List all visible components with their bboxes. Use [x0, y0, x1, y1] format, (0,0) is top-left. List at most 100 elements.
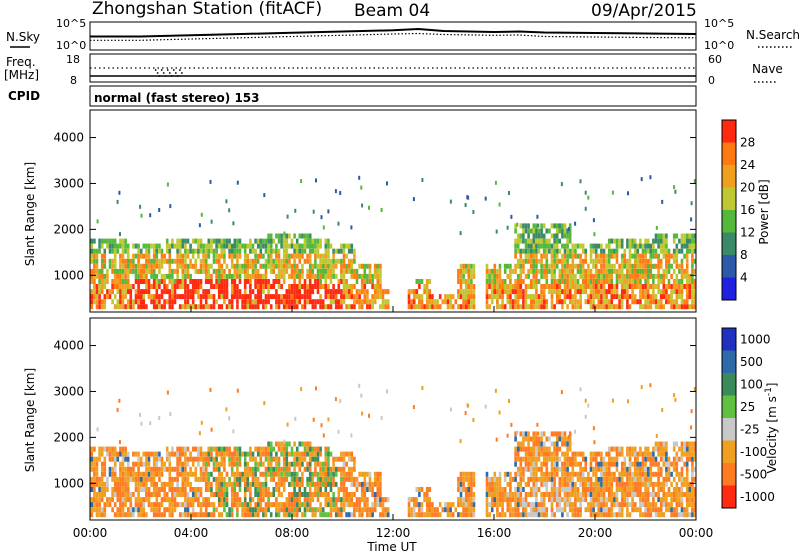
power-cell: [514, 243, 517, 249]
power-cell: [269, 294, 273, 300]
power-cell: [334, 273, 338, 279]
velocity-cell: [571, 492, 575, 497]
power-cell: [584, 248, 588, 254]
power-cell: [685, 284, 689, 289]
velocity-cell: [142, 502, 146, 508]
velocity-cell: [155, 497, 159, 503]
velocity-cell: [269, 502, 273, 508]
velocity-cell: [501, 487, 504, 492]
velocity-cell: [129, 476, 133, 482]
velocity-cell: [233, 481, 237, 487]
power-cell: [303, 238, 307, 244]
velocity-cell: [410, 507, 413, 513]
power-cell: [269, 284, 273, 289]
power-cell: [428, 279, 432, 284]
velocity-cell: [197, 461, 200, 467]
power-cell: [563, 294, 567, 300]
velocity-cell: [649, 476, 653, 482]
velocity-cell: [228, 481, 231, 487]
power-cell: [581, 289, 585, 295]
power-cell: [503, 279, 507, 284]
velocity-cell: [667, 471, 671, 477]
velocity-cell: [90, 502, 94, 508]
velocity-cell: [145, 456, 148, 462]
velocity-cell: [568, 487, 572, 492]
power-cell: [501, 294, 504, 300]
velocity-cell: [238, 456, 242, 462]
velocity-cell: [464, 497, 468, 503]
velocity-cell: [228, 507, 231, 513]
velocity-cell: [191, 446, 195, 452]
velocity-cell: [678, 502, 681, 508]
power-cell: [225, 238, 229, 244]
power-cell: [484, 196, 487, 201]
velocity-cell: [191, 502, 195, 508]
velocity-cell: [693, 446, 697, 452]
power-cell: [321, 268, 325, 274]
power-cell: [631, 243, 634, 249]
power-cell: [212, 294, 216, 300]
power-cell: [693, 304, 697, 310]
velocity-cell: [303, 451, 307, 457]
velocity-cell: [597, 512, 601, 518]
velocity-cell: [522, 431, 525, 437]
power-cell: [186, 304, 190, 310]
velocity-cell: [363, 481, 367, 487]
power-cell: [472, 284, 476, 289]
velocity-cell: [301, 456, 304, 462]
power-cell: [514, 228, 517, 234]
power-cell: [100, 238, 104, 244]
power-cell: [160, 273, 164, 279]
power-cell: [184, 253, 187, 259]
power-cell: [412, 197, 415, 202]
power-cell: [563, 223, 567, 229]
velocity-cell: [514, 502, 517, 508]
velocity-cell: [345, 471, 348, 477]
power-cell: [501, 299, 504, 305]
velocity-cell: [275, 441, 278, 447]
power-cell: [522, 289, 525, 295]
power-cell: [574, 284, 577, 289]
velocity-cell: [623, 502, 627, 508]
velocity-cell: [498, 497, 502, 503]
velocity-cell: [691, 441, 694, 447]
power-cell: [173, 294, 177, 300]
velocity-cell: [132, 466, 135, 472]
velocity-cell: [639, 471, 642, 477]
velocity-cell: [334, 397, 337, 402]
power-cell: [215, 253, 218, 259]
velocity-cell: [545, 512, 549, 518]
velocity-cell: [280, 446, 283, 452]
power-cell: [691, 258, 694, 264]
power-cell: [181, 284, 185, 289]
power-cell: [592, 279, 595, 284]
velocity-cell: [501, 507, 504, 513]
velocity-cell: [119, 451, 122, 457]
velocity-cell: [298, 492, 302, 497]
velocity-cell: [644, 451, 647, 457]
velocity-cell: [160, 456, 164, 462]
velocity-cell: [119, 481, 122, 487]
power-cell: [631, 294, 634, 300]
velocity-cell: [626, 507, 629, 513]
velocity-cell: [662, 441, 666, 447]
power-cell: [298, 273, 302, 279]
velocity-cell: [155, 481, 159, 487]
velocity-cell: [626, 497, 629, 503]
velocity-cell: [587, 481, 590, 487]
velocity-cell: [553, 471, 556, 477]
velocity-cell: [691, 497, 694, 503]
velocity-cell: [272, 456, 276, 462]
power-cell: [158, 279, 161, 284]
power-cell: [152, 248, 156, 254]
velocity-cell: [212, 461, 216, 467]
power-cell: [657, 289, 660, 295]
power-cell: [198, 223, 201, 228]
power-cell: [113, 238, 117, 244]
power-cell: [264, 268, 268, 274]
power-cell: [527, 253, 530, 259]
power-cell: [121, 279, 125, 284]
velocity-cell: [384, 497, 387, 503]
velocity-cell: [675, 481, 679, 487]
velocity-cell: [654, 446, 658, 452]
